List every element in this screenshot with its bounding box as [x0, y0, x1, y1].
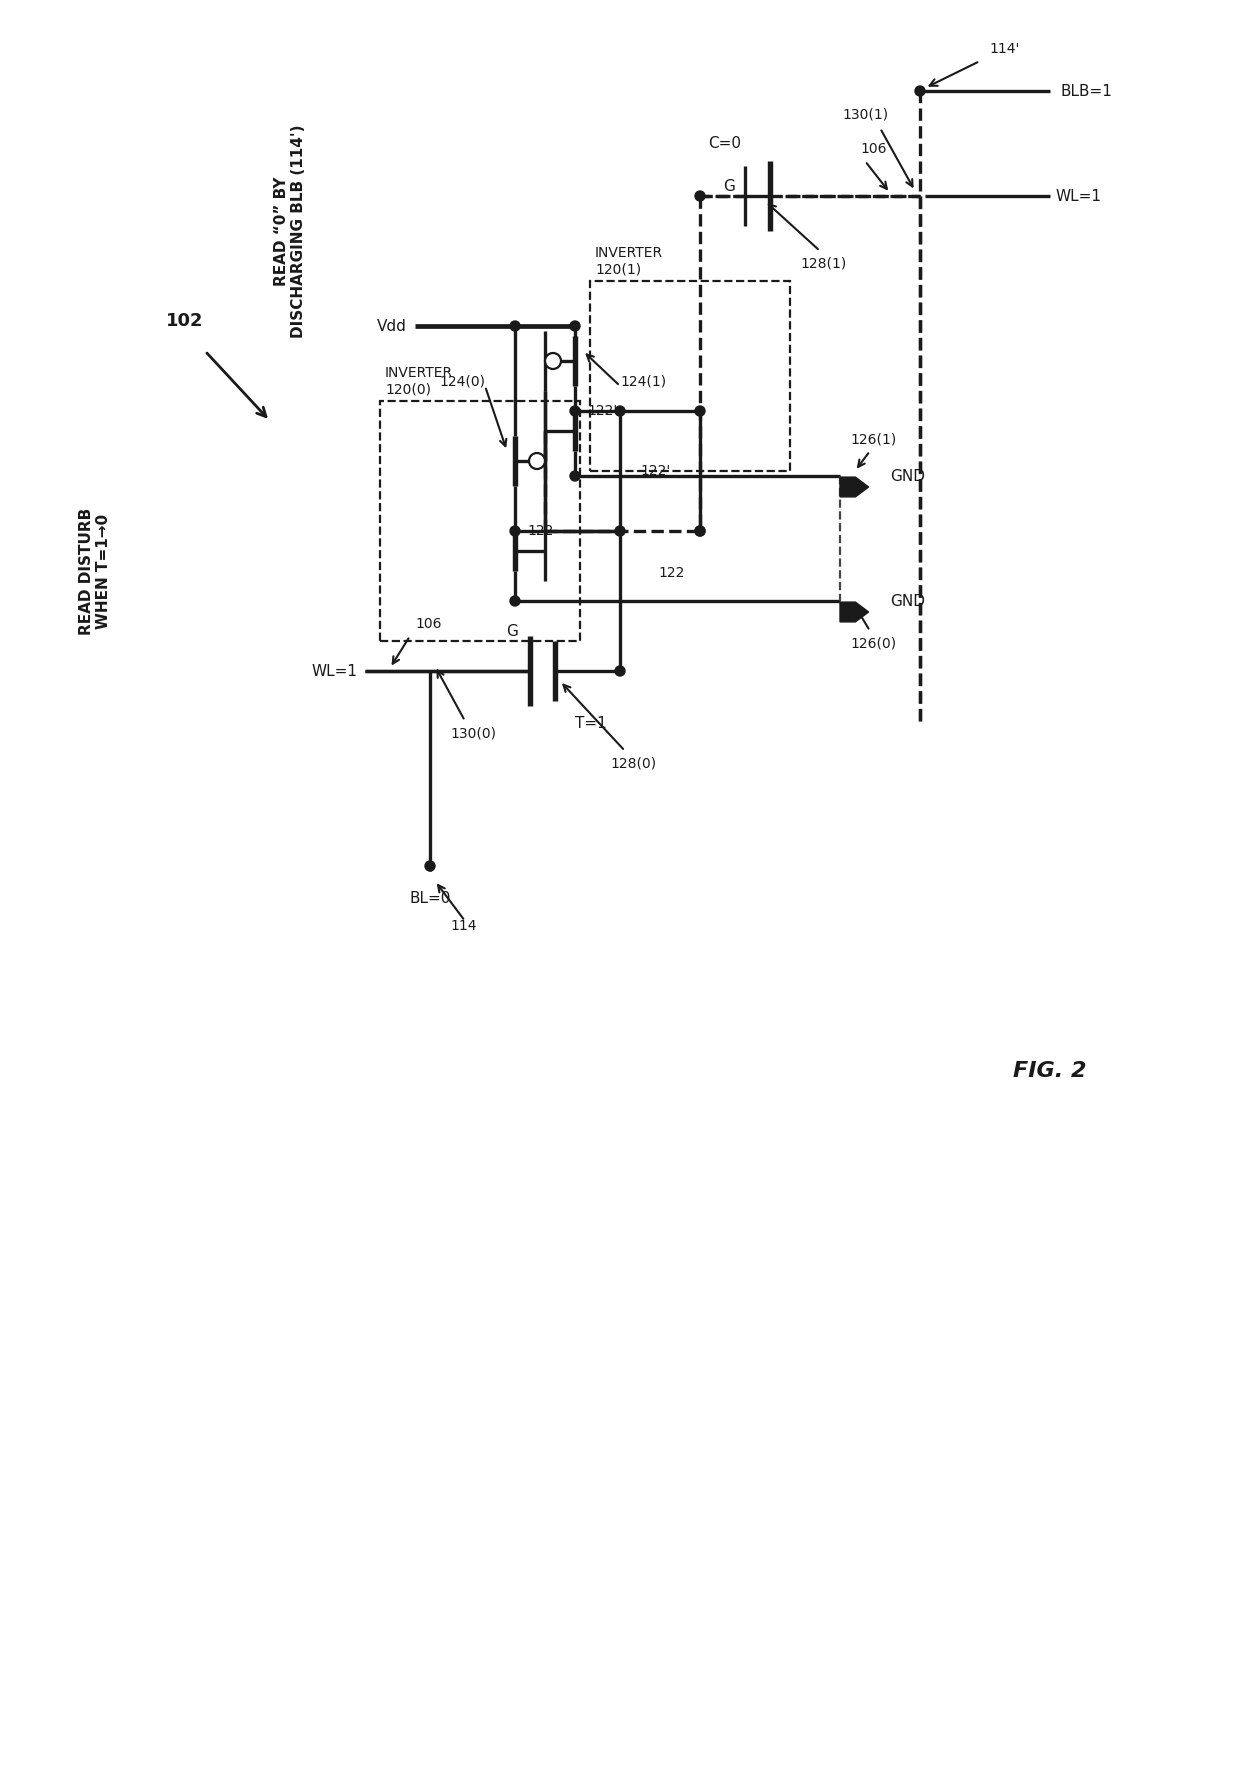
Bar [590, 282, 790, 471]
Text: INVERTER
120(1): INVERTER 120(1) [595, 246, 663, 276]
Text: T=1: T=1 [575, 715, 606, 731]
Circle shape [615, 526, 625, 537]
Text: 122': 122' [587, 404, 618, 418]
Circle shape [510, 526, 520, 537]
Text: READ DISTURB
WHEN T=1→0: READ DISTURB WHEN T=1→0 [79, 507, 112, 634]
Text: 130(1): 130(1) [842, 106, 888, 120]
Text: 102: 102 [166, 312, 203, 329]
Text: GND: GND [890, 469, 925, 483]
Text: G: G [723, 179, 735, 193]
Text: INVERTER
120(0): INVERTER 120(0) [384, 367, 453, 397]
Circle shape [694, 526, 706, 537]
Circle shape [529, 453, 546, 469]
Text: GND: GND [890, 593, 925, 609]
Circle shape [694, 191, 706, 200]
Text: WL=1: WL=1 [1055, 188, 1101, 204]
Circle shape [425, 861, 435, 871]
Text: 126(0): 126(0) [849, 636, 897, 650]
Text: 124(1): 124(1) [620, 374, 666, 388]
Bar [379, 400, 580, 641]
Text: 122: 122 [658, 567, 684, 579]
Circle shape [510, 321, 520, 331]
Text: 114: 114 [450, 919, 476, 933]
Text: 122: 122 [527, 524, 553, 538]
Text: FIG. 2: FIG. 2 [1013, 1061, 1086, 1080]
Text: 130(0): 130(0) [450, 726, 496, 740]
Text: G: G [506, 623, 518, 639]
Text: BLB=1: BLB=1 [1060, 83, 1112, 99]
Text: 106: 106 [415, 616, 441, 630]
Text: WL=1: WL=1 [311, 664, 357, 678]
Circle shape [694, 406, 706, 416]
Text: 114': 114' [990, 43, 1021, 57]
Text: READ “0” BY
DISCHARGING BLB (114'): READ “0” BY DISCHARGING BLB (114') [274, 124, 306, 338]
Text: 128(0): 128(0) [610, 756, 656, 770]
Text: 126(1): 126(1) [849, 432, 897, 446]
Circle shape [615, 666, 625, 677]
Text: BL=0: BL=0 [409, 891, 450, 907]
Text: 128(1): 128(1) [800, 257, 846, 269]
Text: 106: 106 [861, 142, 887, 156]
Circle shape [615, 406, 625, 416]
Circle shape [570, 406, 580, 416]
Text: 122': 122' [640, 464, 671, 478]
Circle shape [546, 352, 560, 368]
Circle shape [694, 526, 706, 537]
Circle shape [570, 471, 580, 482]
FancyArrow shape [839, 476, 868, 498]
Text: C=0: C=0 [708, 136, 742, 151]
Circle shape [510, 597, 520, 606]
Circle shape [915, 87, 925, 96]
FancyArrow shape [839, 602, 868, 622]
Text: Vdd: Vdd [377, 319, 407, 333]
Circle shape [570, 321, 580, 331]
Text: 124(0): 124(0) [439, 374, 485, 388]
